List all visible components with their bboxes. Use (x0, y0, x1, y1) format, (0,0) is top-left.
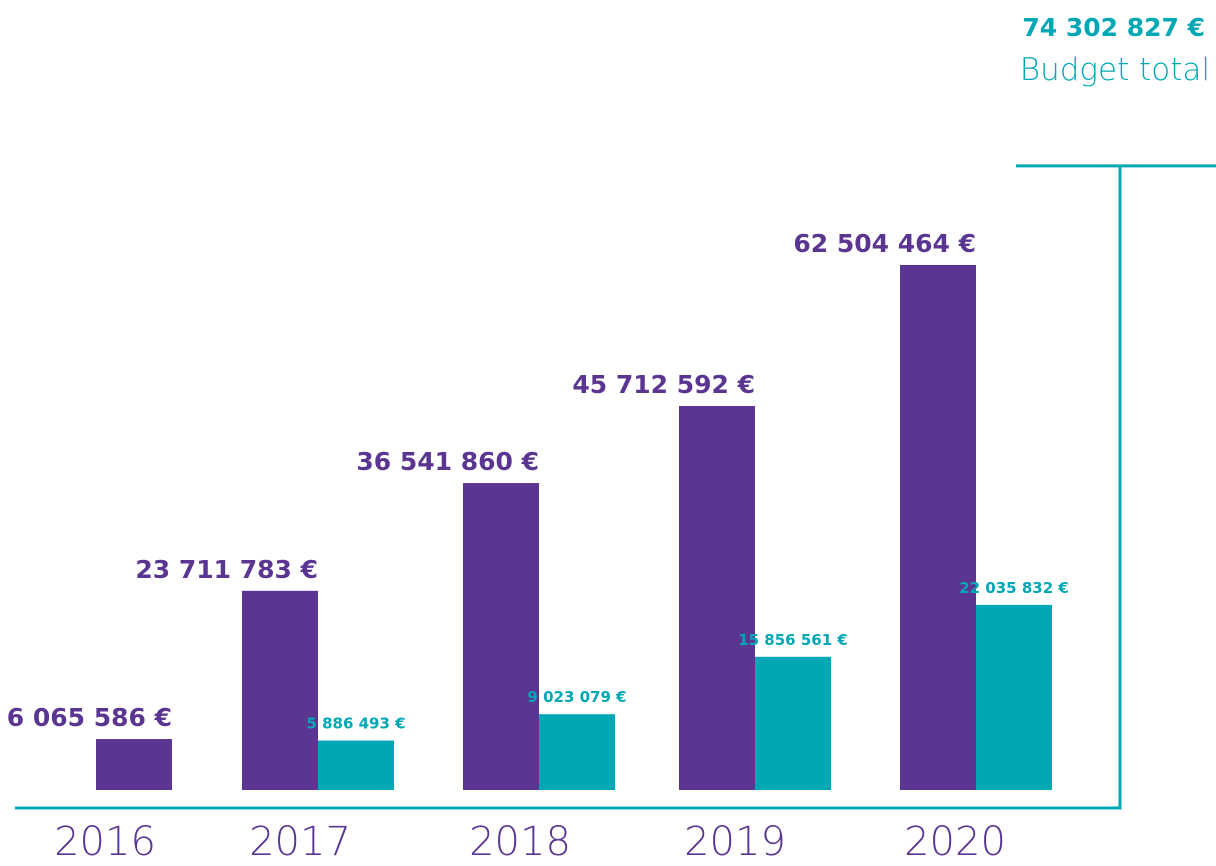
total-bracket (15, 164, 1216, 810)
total-text: Budget total (1020, 52, 1210, 88)
bar (900, 264, 976, 790)
bar (463, 483, 539, 790)
value-label: 22 035 832 € (959, 579, 1069, 597)
x-tick-label: 2020 (904, 819, 1006, 865)
x-tick-label: 2018 (469, 819, 571, 865)
x-tick-label: 2016 (54, 819, 156, 865)
bar (96, 739, 172, 790)
value-label: 15 856 561 € (738, 631, 848, 649)
value-label: 36 541 860 € (356, 447, 539, 476)
value-label: 45 712 592 € (572, 370, 755, 399)
bar (679, 406, 755, 790)
total-label: 74 302 827 € (1022, 13, 1205, 42)
value-label: 5 886 493 € (306, 715, 405, 733)
value-label: 23 711 783 € (135, 555, 318, 584)
bar (242, 590, 318, 790)
value-label: 6 065 586 € (7, 703, 172, 732)
bar (976, 604, 1052, 790)
x-tick-label: 2017 (249, 819, 351, 865)
bar (755, 656, 831, 790)
bar (539, 714, 615, 790)
value-label: 9 023 079 € (527, 688, 626, 706)
value-label: 62 504 464 € (793, 229, 976, 258)
x-tick-label: 2019 (684, 819, 786, 865)
bar (318, 740, 394, 790)
